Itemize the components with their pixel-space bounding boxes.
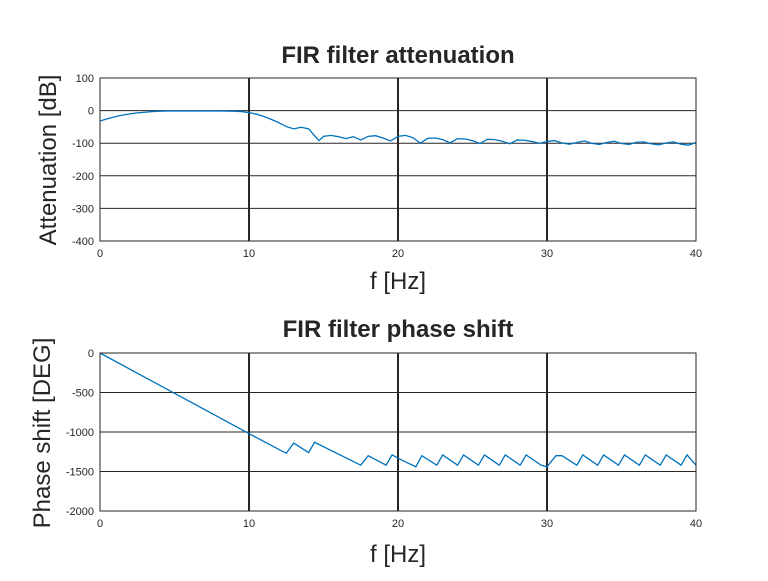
phase-plot-frame <box>99 352 697 512</box>
attenuation-title: FIR filter attenuation <box>281 42 514 69</box>
attenuation-y-tick-label: 100 <box>76 73 94 85</box>
phase-y-tick-label: -500 <box>72 388 94 400</box>
attenuation-y-tick-label: -200 <box>72 171 94 183</box>
attenuation-x-tick-label: 10 <box>243 248 255 260</box>
phase-ylabel: Phase shift [DEG] <box>29 338 56 529</box>
attenuation-plot: FIR filter attenuation Attenuation [dB] … <box>35 42 702 295</box>
phase-plot: FIR filter phase shift Phase shift [DEG]… <box>29 316 702 568</box>
phase-x-tick-label: 10 <box>243 518 255 530</box>
phase-y-tick-label: -1500 <box>66 467 94 479</box>
attenuation-plot-frame <box>99 77 697 242</box>
attenuation-y-tick-label: -300 <box>72 203 94 215</box>
attenuation-series-line <box>99 110 697 146</box>
phase-series-line <box>99 352 697 468</box>
attenuation-gridlines <box>100 77 696 242</box>
phase-gridlines <box>100 352 696 512</box>
phase-x-tick-label: 40 <box>690 518 702 530</box>
attenuation-x-tick-label: 20 <box>392 248 404 260</box>
phase-x-tick-label: 20 <box>392 518 404 530</box>
phase-y-tick-label: -1000 <box>66 427 94 439</box>
phase-x-tick-label: 30 <box>541 518 553 530</box>
phase-y-tick-label: -2000 <box>66 506 94 518</box>
attenuation-xlabel: f [Hz] <box>370 268 426 295</box>
phase-x-ticks: 0 10 20 30 40 <box>97 518 702 530</box>
attenuation-y-tick-label: -100 <box>72 138 94 150</box>
attenuation-x-tick-label: 0 <box>97 248 103 260</box>
attenuation-y-ticks: -400 -300 -200 -100 0 100 <box>72 73 94 248</box>
attenuation-x-tick-label: 40 <box>690 248 702 260</box>
attenuation-ylabel: Attenuation [dB] <box>35 75 62 246</box>
phase-y-ticks: -2000 -1500 -1000 -500 0 <box>66 348 94 518</box>
phase-x-tick-label: 0 <box>97 518 103 530</box>
attenuation-y-tick-label: -400 <box>72 236 94 248</box>
attenuation-y-tick-label: 0 <box>88 106 94 118</box>
phase-xlabel: f [Hz] <box>370 541 426 568</box>
attenuation-x-tick-label: 30 <box>541 248 553 260</box>
phase-title: FIR filter phase shift <box>283 316 514 343</box>
attenuation-x-ticks: 0 10 20 30 40 <box>97 248 702 260</box>
phase-y-tick-label: 0 <box>88 348 94 360</box>
